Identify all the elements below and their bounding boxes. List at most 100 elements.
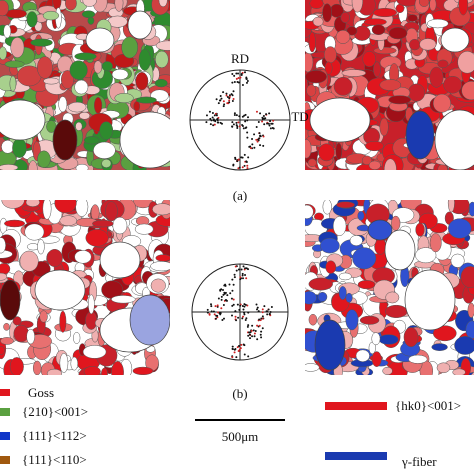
pole-point [246,164,249,167]
grain [59,215,78,227]
pole-point [255,138,258,141]
grain [26,243,40,251]
grain [88,294,95,315]
grain [352,247,377,270]
pole-point [233,114,236,117]
pole-point [245,81,248,84]
grain [0,346,5,355]
pole-point [258,132,261,135]
grain [382,366,393,375]
grain [318,143,335,162]
grain [415,247,437,264]
pole-point [231,81,234,84]
pole-point [242,127,245,130]
legend-swatch [0,389,10,396]
grain [82,345,107,359]
pole-point [222,100,225,103]
pole-point [230,314,233,317]
ebsd-map [0,200,170,375]
grain [407,83,426,102]
grain [362,50,377,67]
pole-point [228,94,231,97]
pole-point [247,311,250,314]
pole-point [217,102,220,105]
pole-point [232,90,235,93]
grain [111,361,124,375]
grain [305,291,317,305]
grain [427,18,449,29]
grain [4,219,26,228]
grain [28,160,38,170]
grain [452,368,466,375]
grain [155,254,170,262]
grain [307,158,317,167]
pole-point [213,313,216,316]
pole-point [222,288,225,291]
pole-point [244,273,247,276]
grain [58,96,68,113]
pole-point [241,156,244,159]
grain [317,291,328,302]
grain [379,117,389,137]
pole-point [231,99,234,102]
pole-point [237,316,240,319]
pole-point [220,97,223,100]
grain [415,222,425,237]
pole-point [262,114,265,117]
pole-point [243,311,246,314]
pole-point [241,124,244,127]
pole-point [220,288,223,291]
grain [26,328,35,345]
grain [85,27,115,53]
grain [305,363,320,372]
grain [385,291,400,304]
pole-point [211,116,214,119]
grain [136,96,157,104]
grain [93,96,103,114]
pole-point [266,313,269,316]
grain [69,60,88,80]
grain [99,241,141,279]
pole-point [239,276,242,279]
pole-point [257,120,260,123]
grain [85,311,98,330]
grain [314,319,346,371]
pole-point [234,315,237,318]
grain [3,24,12,39]
pole-point [255,126,258,129]
pole-point [239,347,242,350]
pole-point [249,337,252,340]
grain [312,16,324,27]
pole-point [231,278,234,281]
pole-point [232,283,235,286]
pole-point [242,265,245,268]
grain [12,138,27,158]
legend-text: {210}<001> [22,404,88,419]
pole-point [236,303,239,306]
grain [448,218,472,239]
grain [83,136,100,145]
pole-point [218,99,221,102]
pole-point [243,353,246,356]
pole-point [209,123,212,126]
grain [114,0,124,12]
grain [93,60,103,74]
pole-point [238,166,241,169]
grain [119,111,170,169]
pole-point [249,147,252,150]
pole-point [206,311,209,314]
grain [127,10,153,40]
grain [391,215,401,231]
grain [365,140,384,152]
grain [371,351,382,367]
grain [308,31,316,53]
pole-point [259,112,262,115]
pole-point [235,124,238,127]
pole-point [205,114,208,117]
pole-point [221,319,224,322]
pole-point [214,112,217,115]
grain [388,27,408,40]
grain [305,204,314,219]
grain [75,163,89,170]
